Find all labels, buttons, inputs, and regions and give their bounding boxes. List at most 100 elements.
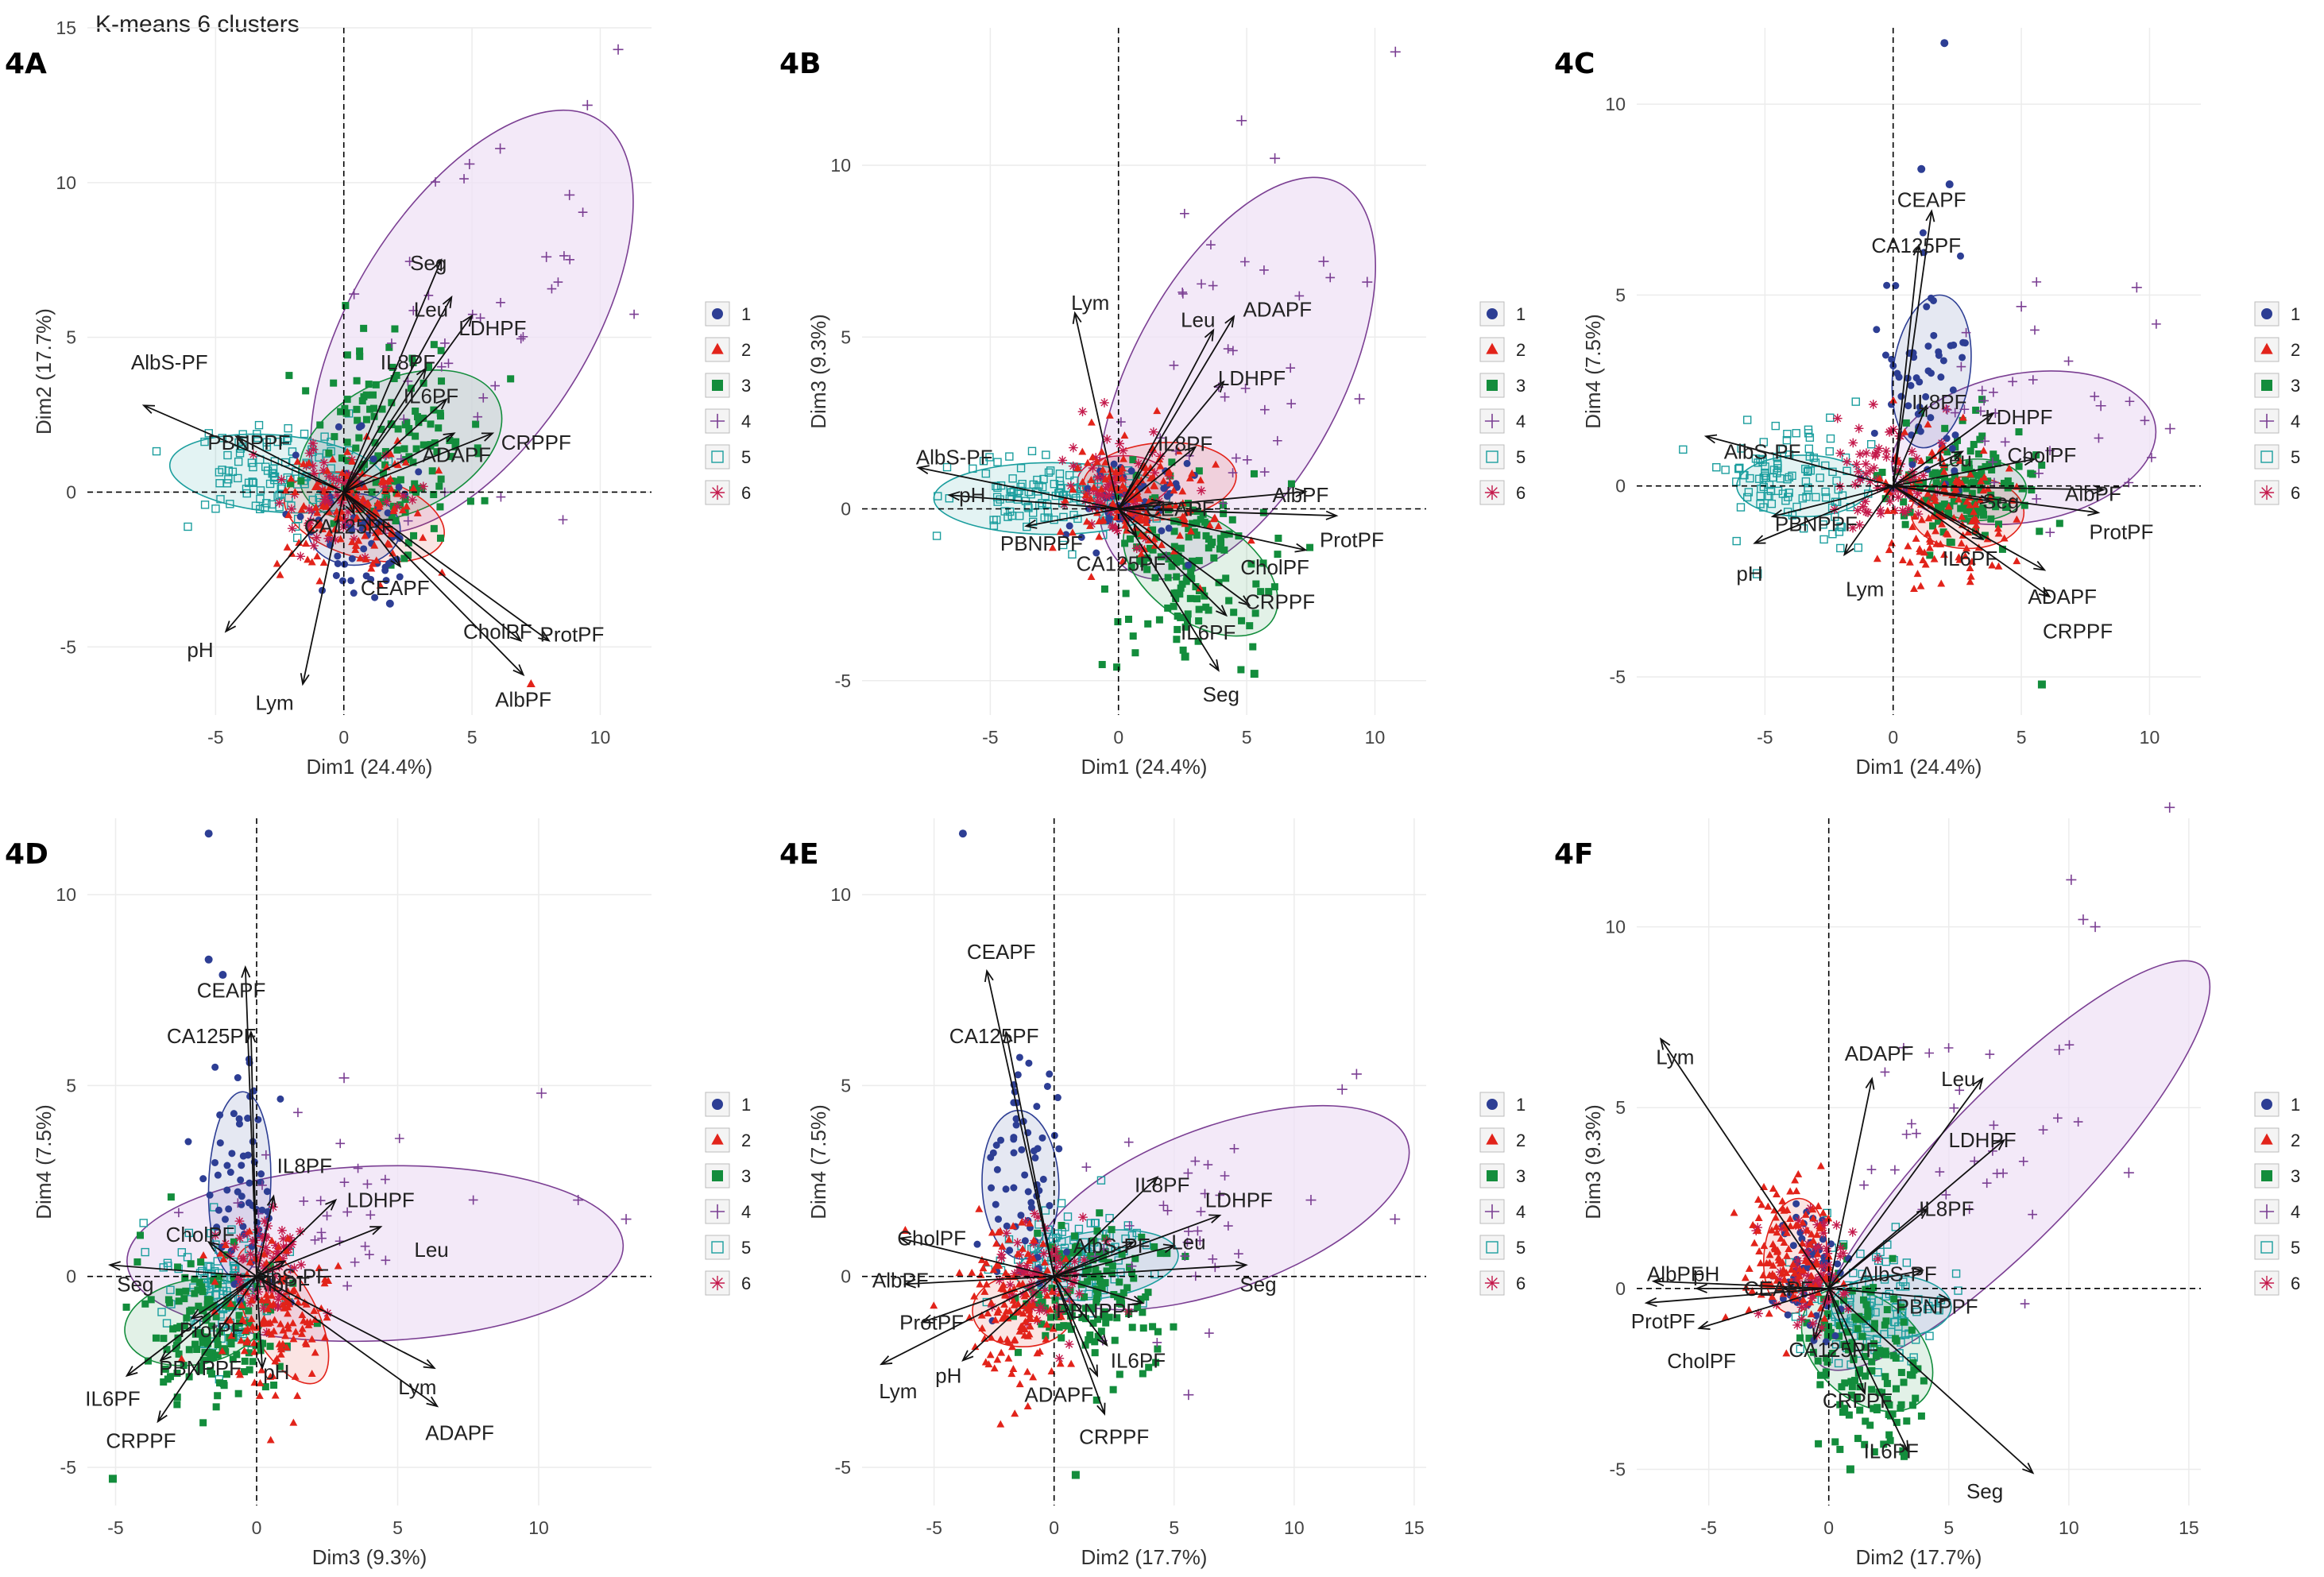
point-cluster-1	[1034, 1145, 1042, 1153]
point-cluster-6	[1050, 1247, 1060, 1257]
point-cluster-3	[1257, 588, 1265, 596]
point-cluster-1	[992, 1141, 1000, 1149]
point-cluster-4	[1907, 1119, 1916, 1129]
arrow-pbnppf	[160, 1275, 257, 1362]
point-cluster-2	[1187, 527, 1195, 535]
point-cluster-3	[1916, 484, 1924, 492]
point-cluster-2	[1148, 497, 1156, 504]
point-cluster-3	[1835, 1322, 1843, 1330]
point-cluster-4	[578, 207, 588, 218]
point-cluster-2	[997, 1284, 1006, 1292]
legend-label: 2	[1516, 340, 1525, 360]
point-cluster-5	[1142, 1241, 1151, 1250]
point-cluster-5	[1894, 1322, 1903, 1331]
variable-label-il8pf: IL8PF	[381, 350, 435, 374]
point-cluster-2	[1814, 1202, 1823, 1210]
point-cluster-5	[139, 1219, 148, 1227]
point-cluster-3	[1100, 1308, 1108, 1316]
point-cluster-2	[997, 1348, 1006, 1356]
arrowhead-albs-pf	[916, 465, 930, 475]
point-cluster-5	[253, 433, 262, 443]
point-cluster-2	[1916, 501, 1925, 508]
point-cluster-5	[1005, 494, 1014, 503]
point-cluster-2	[991, 1316, 1000, 1324]
point-cluster-3	[1957, 504, 1965, 512]
arrowhead-ph	[1753, 535, 1766, 544]
point-cluster-3	[1251, 609, 1259, 617]
point-cluster-2	[310, 1306, 319, 1314]
arrowhead-adapf	[1865, 1076, 1875, 1090]
point-cluster-4	[2028, 1209, 2037, 1219]
point-cluster-3	[1089, 1237, 1097, 1245]
point-cluster-5	[1024, 504, 1033, 512]
arrow-cholpf	[1893, 458, 2035, 487]
point-cluster-2	[334, 1262, 342, 1270]
point-cluster-3	[1872, 1352, 1880, 1360]
point-cluster-3	[210, 1353, 218, 1361]
legend-marker-2	[1486, 342, 1498, 354]
point-cluster-3	[396, 476, 404, 484]
point-cluster-6	[1811, 1274, 1820, 1284]
legend-label: 1	[1516, 304, 1525, 324]
point-cluster-6	[1100, 398, 1109, 408]
point-cluster-1	[1105, 514, 1113, 522]
point-cluster-3	[1150, 1243, 1158, 1250]
point-cluster-5	[1096, 1176, 1106, 1185]
point-cluster-6	[233, 1272, 243, 1281]
point-cluster-3	[180, 1295, 188, 1303]
point-cluster-6	[1814, 1242, 1824, 1252]
point-cluster-1	[235, 1115, 243, 1123]
point-cluster-3	[199, 1288, 207, 1296]
point-cluster-3	[1014, 1348, 1022, 1356]
y-axis-label: Dim3 (9.3%)	[1581, 1104, 1605, 1219]
point-cluster-5	[162, 1319, 172, 1328]
point-cluster-5	[157, 1308, 166, 1316]
point-cluster-1	[1937, 373, 1945, 381]
point-cluster-3	[1181, 623, 1189, 631]
point-cluster-3	[1168, 458, 1176, 466]
point-cluster-3	[1055, 1250, 1063, 1258]
point-cluster-6	[238, 1254, 247, 1264]
legend-marker-2	[711, 1133, 724, 1145]
point-cluster-4	[536, 1088, 547, 1099]
point-cluster-5	[1871, 1308, 1880, 1316]
point-cluster-3	[1873, 472, 1881, 480]
point-cluster-5	[198, 1266, 207, 1276]
point-cluster-6	[309, 541, 319, 551]
point-cluster-1	[1031, 1154, 1039, 1161]
point-cluster-2	[1140, 545, 1149, 553]
point-cluster-6	[1108, 521, 1118, 531]
point-cluster-5	[216, 495, 225, 504]
point-cluster-3	[1173, 589, 1181, 597]
point-cluster-6	[1863, 508, 1873, 518]
x-tick-label: 15	[1404, 1517, 1425, 1538]
point-cluster-3	[1881, 1321, 1889, 1329]
arrowhead-pbnppf	[1770, 509, 1785, 519]
point-cluster-6	[246, 1249, 256, 1259]
point-cluster-3	[144, 1357, 152, 1365]
x-tick-label: -5	[1757, 727, 1773, 748]
point-cluster-3	[1055, 1323, 1063, 1331]
point-cluster-3	[404, 551, 412, 559]
point-cluster-3	[1034, 1291, 1042, 1299]
point-cluster-2	[1916, 582, 1925, 589]
point-cluster-2	[1782, 1349, 1791, 1357]
point-cluster-2	[317, 1304, 326, 1312]
point-cluster-5	[1804, 483, 1812, 492]
point-cluster-3	[167, 1193, 175, 1201]
x-tick-label: 5	[1943, 1517, 1954, 1538]
point-cluster-2	[1910, 584, 1918, 592]
point-cluster-1	[1043, 1082, 1051, 1090]
point-cluster-2	[970, 1292, 979, 1300]
point-cluster-3	[1831, 1438, 1839, 1446]
arrow-ldhpf	[1893, 412, 1994, 487]
point-cluster-3	[372, 478, 380, 486]
point-cluster-3	[1932, 469, 1939, 477]
point-cluster-2	[1018, 1218, 1026, 1226]
point-cluster-4	[2018, 1156, 2028, 1166]
point-cluster-6	[323, 533, 334, 543]
point-cluster-2	[331, 525, 339, 533]
point-cluster-6	[287, 504, 296, 514]
